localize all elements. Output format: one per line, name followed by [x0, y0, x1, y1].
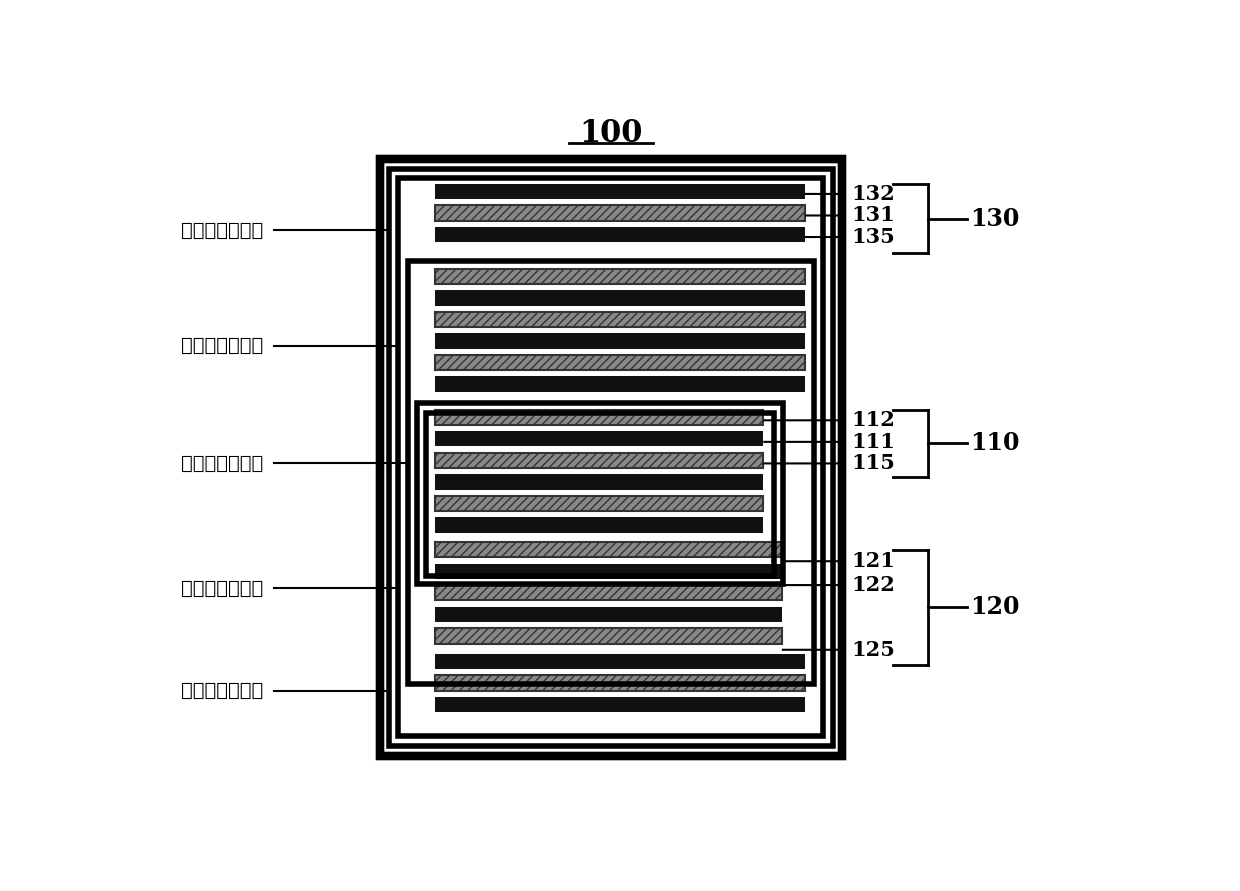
Bar [435, 355, 805, 371]
Bar [379, 159, 842, 756]
Bar [435, 312, 805, 327]
Bar [398, 178, 823, 736]
Bar [379, 159, 842, 756]
Bar [389, 168, 832, 746]
Bar [408, 261, 815, 684]
Bar [435, 410, 764, 425]
Text: 115: 115 [851, 454, 895, 473]
Text: 132: 132 [851, 184, 895, 204]
Bar [435, 184, 805, 200]
Bar [435, 333, 805, 348]
Text: 第二堆叠体区域: 第二堆叠体区域 [181, 578, 263, 598]
Bar [435, 518, 764, 533]
Bar [435, 290, 805, 306]
Bar [435, 206, 805, 221]
Text: 135: 135 [851, 227, 895, 247]
Text: 130: 130 [971, 207, 1019, 231]
Bar [435, 376, 805, 392]
Bar [435, 697, 805, 712]
Text: 122: 122 [851, 575, 895, 595]
Bar [435, 675, 805, 691]
Bar [435, 453, 764, 468]
Text: 第一堆叠体区域: 第一堆叠体区域 [181, 454, 263, 473]
Text: 110: 110 [971, 431, 1021, 455]
Text: 120: 120 [971, 595, 1021, 619]
Bar [435, 654, 805, 669]
Text: 100: 100 [579, 119, 642, 150]
Text: 第三堆叠体区域: 第三堆叠体区域 [181, 681, 263, 700]
Bar [435, 607, 781, 622]
Bar [435, 227, 805, 242]
Bar [435, 474, 764, 490]
Text: 121: 121 [851, 552, 895, 571]
Bar [417, 404, 784, 584]
Bar [435, 542, 781, 558]
Text: 第二堆叠体区域: 第二堆叠体区域 [181, 336, 263, 356]
Bar [435, 585, 781, 601]
Bar [435, 495, 764, 511]
Text: 第三堆叠体区域: 第三堆叠体区域 [181, 221, 263, 240]
Bar [435, 563, 781, 579]
Bar [435, 268, 805, 284]
Text: 111: 111 [851, 432, 895, 452]
Text: 112: 112 [851, 411, 895, 430]
Bar [427, 413, 774, 576]
Text: 125: 125 [851, 640, 895, 659]
Bar [435, 628, 781, 643]
Text: 131: 131 [851, 206, 895, 225]
Bar [435, 431, 764, 446]
